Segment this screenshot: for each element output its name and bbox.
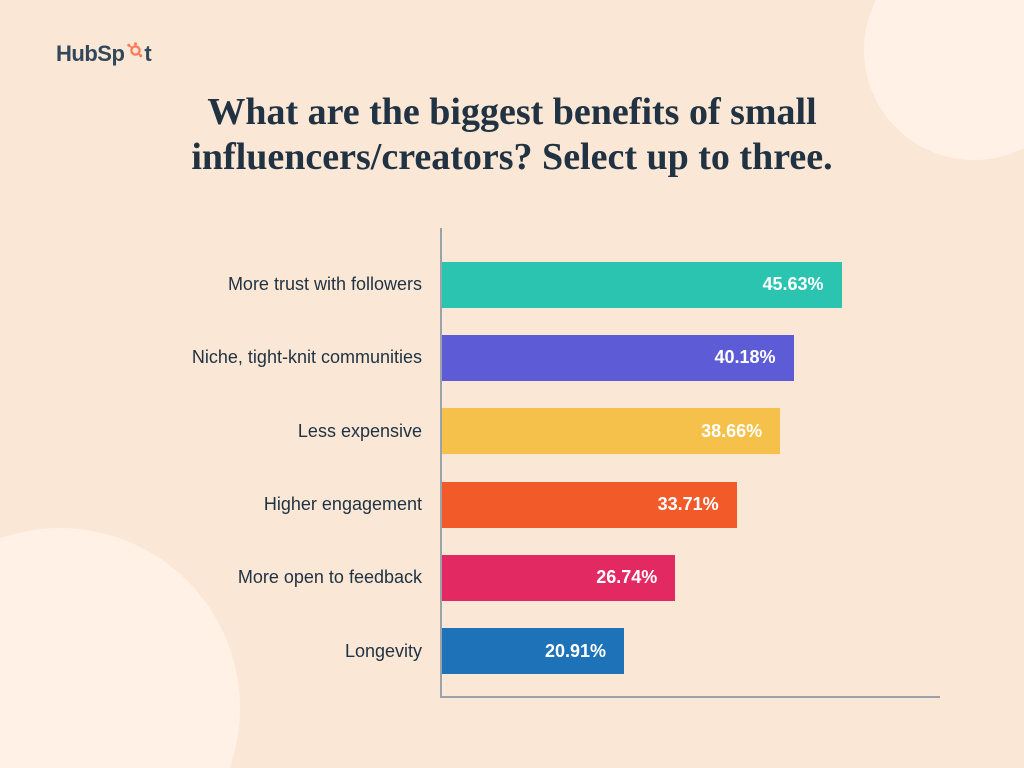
labels-column: More trust with followers Niche, tight-kn… (120, 248, 440, 688)
bar: 38.66% (440, 408, 780, 454)
bar: 20.91% (440, 628, 624, 674)
bars-column: 45.63% 40.18% 38.66% 33.71% 26.74% 20.91% (440, 248, 900, 688)
bar-label: Niche, tight-knit communities (120, 335, 422, 381)
bar-label: Higher engagement (120, 482, 422, 528)
hubspot-logo: HubSp t (56, 38, 151, 70)
bar-label: More trust with followers (120, 262, 422, 308)
bar: 45.63% (440, 262, 842, 308)
bar-row: 45.63% (440, 262, 900, 308)
bar-row: 38.66% (440, 408, 900, 454)
infographic-canvas: HubSp t What are the biggest benefits of… (0, 0, 1024, 768)
bar-row: 40.18% (440, 335, 900, 381)
bar-row: 33.71% (440, 482, 900, 528)
bar-label: Less expensive (120, 408, 422, 454)
bar: 40.18% (440, 335, 794, 381)
bar-label: More open to feedback (120, 555, 422, 601)
bar-row: 26.74% (440, 555, 900, 601)
bar-value: 38.66% (701, 421, 762, 442)
bar-chart: More trust with followers Niche, tight-kn… (120, 248, 900, 688)
bar-value: 20.91% (545, 641, 606, 662)
logo-text-prefix: HubSp (56, 41, 124, 67)
logo-text-suffix: t (144, 41, 151, 67)
bar-value: 33.71% (658, 494, 719, 515)
y-axis (440, 228, 442, 698)
bar: 26.74% (440, 555, 675, 601)
bar-value: 40.18% (715, 347, 776, 368)
sprocket-icon (125, 38, 143, 64)
chart-title: What are the biggest benefits of small i… (102, 90, 922, 180)
bar: 33.71% (440, 482, 737, 528)
bar-value: 26.74% (596, 567, 657, 588)
bar-label: Longevity (120, 628, 422, 674)
bar-value: 45.63% (762, 274, 823, 295)
x-axis (440, 696, 940, 698)
bar-row: 20.91% (440, 628, 900, 674)
